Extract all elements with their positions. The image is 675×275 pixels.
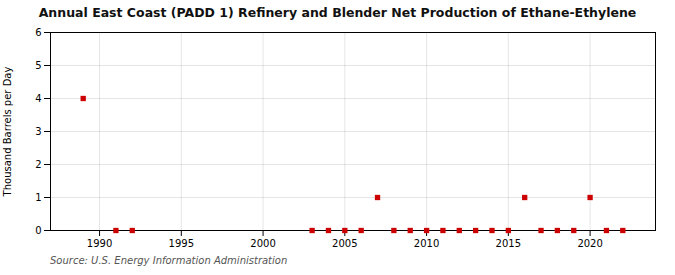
svg-text:4: 4: [35, 93, 41, 104]
svg-text:2020: 2020: [577, 238, 602, 249]
svg-text:2: 2: [35, 159, 41, 170]
svg-text:1995: 1995: [169, 238, 194, 249]
svg-text:Thousand Barrels per Day: Thousand Barrels per Day: [2, 67, 13, 198]
svg-text:2000: 2000: [250, 238, 275, 249]
svg-text:1990: 1990: [87, 238, 112, 249]
svg-text:6: 6: [35, 27, 41, 38]
html-text:Source: U.S. Energy Informatio: Source: U.S. Energy Information Administ…: [50, 255, 288, 266]
svg-text:3: 3: [35, 126, 41, 137]
svg-text:1: 1: [35, 192, 41, 203]
svg-text:2010: 2010: [414, 238, 439, 249]
svg-text:0: 0: [35, 225, 41, 236]
svg-text:2015: 2015: [496, 238, 521, 249]
html-text:Annual East Coast (PADD 1) Ref: Annual East Coast (PADD 1) Refinery and …: [38, 5, 637, 20]
svg-text:5: 5: [35, 60, 41, 71]
svg-text:2005: 2005: [332, 238, 357, 249]
